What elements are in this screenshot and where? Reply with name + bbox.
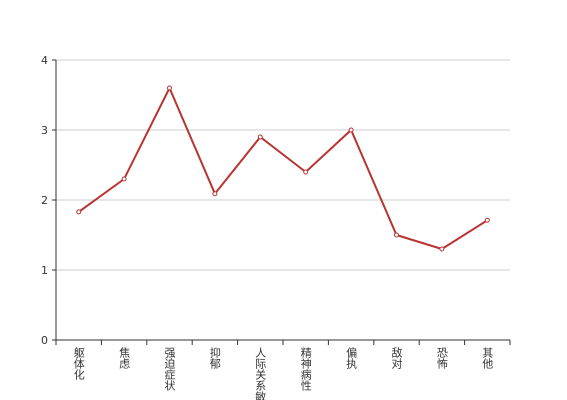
point [439,246,445,252]
x-tick-label: 恐怖 [435,347,448,369]
x-tick-label: 强迫症状 [163,347,176,391]
point [121,176,127,182]
point [484,217,490,223]
y-tick-label: 4 [41,54,48,67]
x-tick-label: 精神病性 [299,347,312,392]
y-tick-label: 1 [41,264,48,277]
point [167,85,172,91]
x-tick-label: 焦虑 [118,347,131,369]
x-tick-label: 抑郁 [208,346,221,369]
point [257,134,263,140]
point [212,191,218,197]
y-tick-label: 0 [41,334,48,347]
x-tick-label: 人际关系敏感 [254,347,267,400]
line [78,85,488,251]
point [348,127,354,133]
y-tick-label: 3 [41,124,48,137]
point [394,232,399,238]
point [76,209,82,215]
x-tick-label: 躯体化 [72,347,85,381]
y-tick-label: 2 [41,194,48,207]
x-tick-label: 敌对 [390,346,403,369]
x-tick-label: 其他 [481,347,494,369]
x-tick-label: 偏执 [345,346,358,370]
point [303,169,309,175]
